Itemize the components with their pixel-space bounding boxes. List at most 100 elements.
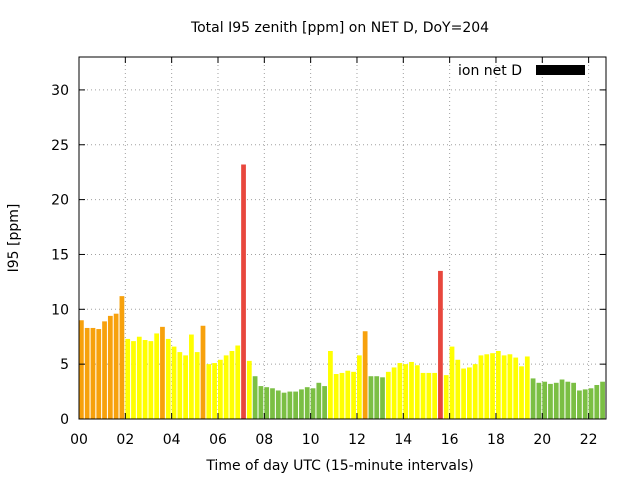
bar [270, 388, 275, 419]
bar [154, 333, 160, 419]
x-tick-label: 22 [580, 432, 598, 448]
bar [281, 392, 287, 419]
grid-lines [79, 57, 606, 419]
bar-series [79, 164, 605, 419]
plot-frame [78, 56, 607, 420]
y-tick-label: 0 [60, 412, 69, 428]
bar [524, 356, 530, 419]
bar [79, 320, 84, 419]
bar [443, 375, 449, 419]
bar [385, 371, 391, 419]
bar [252, 376, 258, 419]
bar [403, 364, 409, 419]
bar [542, 381, 548, 419]
bar [217, 359, 223, 419]
bar [328, 350, 333, 419]
bar [461, 368, 466, 419]
bar [391, 367, 397, 419]
bar [553, 382, 559, 419]
bar [420, 372, 426, 419]
legend-swatch [536, 65, 585, 75]
bar [339, 372, 345, 419]
x-tick-label: 12 [348, 432, 366, 448]
bar [490, 353, 495, 419]
bar [142, 340, 148, 419]
bar [96, 329, 102, 419]
bar [467, 367, 472, 419]
bar [194, 352, 200, 419]
bar [507, 354, 513, 419]
bar [90, 327, 96, 419]
bar [322, 386, 327, 419]
bar [588, 388, 594, 419]
bar [165, 338, 171, 419]
bar [565, 381, 571, 419]
bar [478, 355, 484, 419]
bar [351, 371, 356, 419]
bar [148, 341, 154, 419]
bar [287, 391, 293, 419]
bar [559, 379, 565, 419]
bar [548, 383, 553, 419]
bar [600, 381, 605, 419]
chart-title: Total I95 zenith [ppm] on NET D, DoY=204 [190, 20, 489, 36]
bar [409, 361, 414, 419]
bar [316, 382, 322, 419]
y-axis-label: I95 [ppm] [6, 204, 22, 273]
y-tick-label: 30 [51, 83, 69, 99]
bar [530, 378, 536, 419]
bar [333, 374, 339, 419]
bar [362, 331, 368, 419]
bar [206, 364, 212, 419]
bar [125, 338, 131, 419]
y-tick-label: 5 [60, 357, 69, 373]
x-tick-label: 10 [302, 432, 320, 448]
bar [160, 326, 165, 419]
bar [241, 164, 246, 419]
x-tick-label: 04 [163, 432, 181, 448]
x-tick-label: 20 [533, 432, 551, 448]
y-tick-label: 10 [51, 302, 69, 318]
x-tick-label: 02 [116, 432, 134, 448]
bar [131, 341, 136, 419]
bar [246, 360, 252, 419]
x-tick-label: 06 [209, 432, 227, 448]
legend: ion net D [458, 63, 585, 79]
x-tick-label: 14 [394, 432, 412, 448]
bar [472, 364, 478, 419]
bar [136, 336, 142, 419]
x-tick-label: 16 [441, 432, 459, 448]
bar [519, 366, 524, 419]
bar [397, 363, 403, 419]
y-tick-label: 20 [51, 193, 69, 209]
bar [414, 365, 420, 419]
bar [171, 346, 177, 419]
x-tick-label: 08 [255, 432, 273, 448]
bar [356, 355, 362, 419]
y-tick-label: 25 [51, 138, 69, 154]
bar [293, 391, 299, 419]
bar [299, 389, 304, 419]
bar [264, 387, 270, 419]
bar [275, 390, 281, 419]
bar [432, 372, 438, 419]
x-tick-label: 18 [487, 432, 505, 448]
bar [189, 334, 194, 419]
bar [536, 382, 542, 419]
bar [449, 346, 455, 419]
bar [582, 389, 588, 419]
bar [455, 359, 461, 419]
bar [235, 345, 241, 419]
bar [345, 370, 351, 419]
axis-ticks: 0 5 10 15 20 25 30 00 02 04 06 08 10 12 14 16 18 20 22 [51, 57, 606, 448]
bar [495, 350, 501, 419]
bar [501, 355, 507, 419]
x-axis-label: Time of day UTC (15-minute intervals) [205, 458, 473, 474]
bar [426, 372, 432, 419]
bar [374, 376, 380, 419]
bar [258, 386, 264, 419]
bar [513, 357, 519, 419]
bar [84, 327, 90, 419]
bar [113, 313, 119, 419]
